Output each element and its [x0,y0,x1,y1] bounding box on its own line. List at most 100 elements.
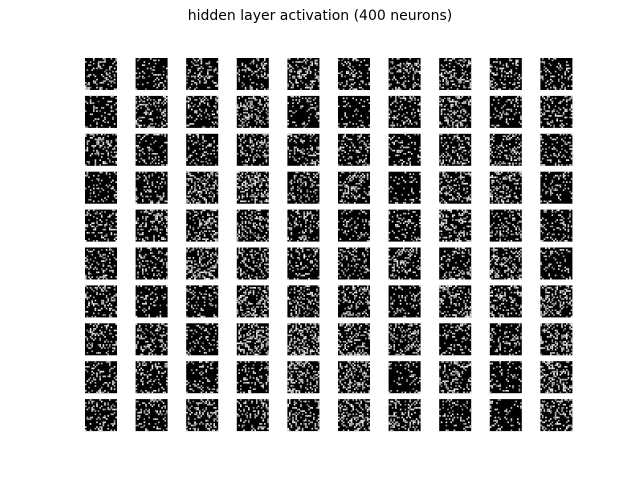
neuron-panel-57 [388,247,421,280]
neuron-panel-7 [388,58,421,90]
neuron-panel-15 [287,95,320,128]
neuron-panel-78 [439,323,472,356]
neuron-panel-17 [388,95,421,128]
neuron-panel-43 [186,209,219,242]
neuron-panel-29 [489,133,522,166]
neuron-panel-92 [135,399,168,432]
neuron-panel-85 [287,361,320,394]
neuron-panel-5 [287,58,320,90]
neuron-panel-22 [135,133,168,166]
neuron-panel-12 [135,95,168,128]
neuron-panel-61 [85,285,117,318]
neuron-panel-56 [338,247,370,280]
neuron-panel-53 [186,247,219,280]
neuron-panel-71 [85,323,117,356]
neuron-panel-2 [135,58,168,90]
neuron-panel-55 [287,247,320,280]
neuron-panel-42 [135,209,168,242]
neuron-panel-44 [236,209,269,242]
neuron-panel-25 [287,133,320,166]
neuron-panel-64 [236,285,269,318]
neuron-panel-19 [489,95,522,128]
neuron-panel-8 [439,58,472,90]
neuron-panel-63 [186,285,219,318]
neuron-panel-45 [287,209,320,242]
neuron-panel-70 [540,285,573,318]
neuron-panel-9 [489,58,522,90]
neuron-panel-100 [540,399,573,432]
neuron-panel-62 [135,285,168,318]
neuron-panel-16 [338,95,370,128]
neuron-panel-67 [388,285,421,318]
neuron-panel-80 [540,323,573,356]
neuron-panel-97 [388,399,421,432]
neuron-panel-13 [186,95,219,128]
neuron-panel-68 [439,285,472,318]
neuron-panel-73 [186,323,219,356]
neuron-panel-23 [186,133,219,166]
neuron-panel-75 [287,323,320,356]
neuron-panel-94 [236,399,269,432]
neuron-panel-79 [489,323,522,356]
neuron-panel-34 [236,171,269,204]
neuron-panel-98 [439,399,472,432]
neuron-panel-4 [236,58,269,90]
neuron-panel-76 [338,323,370,356]
chart-title: hidden layer activation (400 neurons) [187,8,453,24]
neuron-panel-38 [439,171,472,204]
neuron-panel-39 [489,171,522,204]
neuron-panel-3 [186,58,219,90]
neuron-panel-41 [85,209,117,242]
neuron-panel-49 [489,209,522,242]
neuron-panel-72 [135,323,168,356]
neuron-panel-14 [236,95,269,128]
neuron-panel-52 [135,247,168,280]
neuron-panel-26 [338,133,370,166]
neuron-panel-83 [186,361,219,394]
neuron-panel-95 [287,399,320,432]
neuron-panel-66 [338,285,370,318]
neuron-panel-48 [439,209,472,242]
neuron-panel-27 [388,133,421,166]
neuron-panel-96 [338,399,370,432]
neuron-panel-30 [540,133,573,166]
neuron-panel-65 [287,285,320,318]
neuron-panel-81 [85,361,117,394]
neuron-panel-46 [338,209,370,242]
neuron-panel-54 [236,247,269,280]
neuron-panel-99 [489,399,522,432]
neuron-panel-69 [489,285,522,318]
neuron-panel-37 [388,171,421,204]
neuron-panel-59 [489,247,522,280]
neuron-panel-33 [186,171,219,204]
neuron-panel-50 [540,209,573,242]
neuron-panel-35 [287,171,320,204]
neuron-panel-90 [540,361,573,394]
neuron-panel-89 [489,361,522,394]
neuron-panel-1 [85,58,117,90]
neuron-panel-91 [85,399,117,432]
neuron-panel-58 [439,247,472,280]
neuron-panel-77 [388,323,421,356]
neuron-panel-28 [439,133,472,166]
neuron-panel-36 [338,171,370,204]
neuron-panel-87 [388,361,421,394]
neuron-panel-51 [85,247,117,280]
neuron-panel-11 [85,95,117,128]
neuron-panel-86 [338,361,370,394]
neuron-panel-18 [439,95,472,128]
neuron-panel-88 [439,361,472,394]
neuron-panel-6 [338,58,370,90]
neuron-panel-47 [388,209,421,242]
neuron-panel-82 [135,361,168,394]
neuron-panel-74 [236,323,269,356]
neuron-panel-84 [236,361,269,394]
neuron-panel-93 [186,399,219,432]
neuron-panel-31 [85,171,117,204]
neuron-panel-60 [540,247,573,280]
neuron-panel-10 [540,58,573,90]
neuron-panel-20 [540,95,573,128]
neuron-panel-32 [135,171,168,204]
neuron-panel-21 [85,133,117,166]
